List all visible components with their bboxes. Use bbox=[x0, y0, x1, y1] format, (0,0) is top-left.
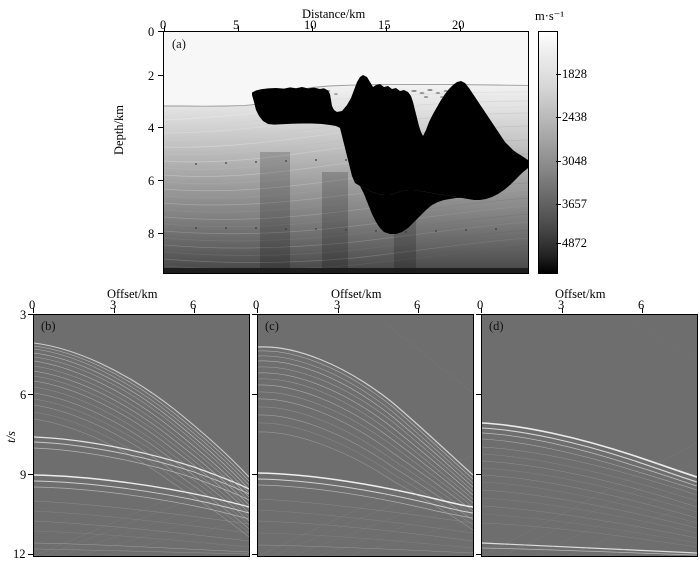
panel-a-xtick-mark bbox=[312, 26, 313, 31]
colorbar-tick-2438: 2438 bbox=[562, 109, 587, 124]
panel-a-xtick-15: 15 bbox=[378, 18, 391, 32]
colorbar-tick-3657: 3657 bbox=[562, 196, 587, 211]
seismic-gather-d bbox=[481, 314, 698, 557]
panel-c-xtick-mark bbox=[418, 308, 419, 313]
panel-a-ytick-mark bbox=[158, 180, 163, 181]
seismic-gather-c bbox=[257, 314, 474, 557]
colorbar-tick-mark bbox=[556, 74, 561, 75]
panel-b-ytick-6: 6 bbox=[20, 388, 27, 402]
velocity-model-plot bbox=[163, 31, 529, 274]
panel-c-xtick-mark bbox=[338, 308, 339, 313]
panel-a-ytick-mark bbox=[158, 233, 163, 234]
colorbar-tick-mark bbox=[556, 117, 561, 118]
panel-a-xaxis-title: Distance/km bbox=[302, 7, 366, 21]
panel-a-yaxis-title: Depth/km bbox=[111, 105, 126, 155]
panel-b-xtick-3: 3 bbox=[110, 298, 117, 312]
panel-d-xtick-3: 3 bbox=[558, 298, 565, 312]
colorbar-tick-mark bbox=[556, 204, 561, 205]
panel-a-xtick-mark bbox=[460, 26, 461, 31]
colorbar-unit-label: m·s⁻¹ bbox=[535, 9, 565, 23]
panel-a-ytick-mark bbox=[158, 75, 163, 76]
panel-b-ytick-12: 12 bbox=[13, 547, 26, 561]
panel-b-ytick-9: 9 bbox=[20, 468, 27, 482]
velocity-colorbar bbox=[538, 31, 558, 274]
panel-d-tag: (d) bbox=[489, 319, 504, 333]
panel-a-xtick-5: 5 bbox=[233, 18, 240, 32]
panel-d-xtick-0: 0 bbox=[477, 298, 484, 312]
panel-c-ytick-mark bbox=[252, 474, 257, 475]
panel-a-tag: (a) bbox=[172, 37, 186, 51]
panel-c-xtick-0: 0 bbox=[253, 298, 260, 312]
panel-b-ytick-3: 3 bbox=[20, 308, 27, 322]
colorbar-tick-4872: 4872 bbox=[562, 235, 587, 250]
panel-b-ytick-mark bbox=[28, 554, 33, 555]
panel-d-xtick-mark bbox=[642, 308, 643, 313]
gather-c-svg bbox=[258, 315, 473, 556]
panel-b-xtick-mark bbox=[114, 308, 115, 313]
panel-b-tag: (b) bbox=[41, 319, 56, 333]
panel-a-xtick-mark bbox=[164, 26, 165, 31]
panel-c-ytick-mark bbox=[252, 314, 257, 315]
colorbar-tick-1828: 1828 bbox=[562, 66, 587, 81]
panel-d-ytick-mark bbox=[476, 314, 481, 315]
panel-c-xtick-3: 3 bbox=[334, 298, 341, 312]
panel-a-xtick-20: 20 bbox=[452, 18, 465, 32]
panel-d-xtick-mark bbox=[481, 308, 482, 313]
panel-a-ytick-mark bbox=[158, 31, 163, 32]
panel-b-ytick-mark bbox=[28, 314, 33, 315]
panel-d-xtick-mark bbox=[562, 308, 563, 313]
panel-d-xtick-6: 6 bbox=[638, 298, 645, 312]
panel-d-ytick-mark bbox=[476, 394, 481, 395]
panel-a-ytick-mark bbox=[158, 127, 163, 128]
panel-c-ytick-mark bbox=[252, 554, 257, 555]
panel-b-xtick-0: 0 bbox=[29, 298, 36, 312]
colorbar-tick-mark bbox=[556, 243, 561, 244]
panel-b-yaxis-title-text: t/s bbox=[3, 431, 18, 443]
panel-c-xtick-mark bbox=[257, 308, 258, 313]
panel-c-tag: (c) bbox=[265, 319, 279, 333]
panel-c-xaxis-title: Offset/km bbox=[331, 287, 382, 301]
colorbar-tick-3048: 3048 bbox=[562, 153, 587, 168]
velocity-model-svg bbox=[164, 32, 528, 273]
panel-d-xaxis-title: Offset/km bbox=[555, 287, 606, 301]
panel-a-ytick-2: 2 bbox=[148, 69, 155, 83]
gather-d-svg bbox=[482, 315, 697, 556]
panel-a-xtick-10: 10 bbox=[304, 18, 317, 32]
panel-b-xtick-mark bbox=[194, 308, 195, 313]
panel-b-yaxis-title: t/s bbox=[3, 431, 18, 443]
panel-a-xtick-mark bbox=[238, 26, 239, 31]
panel-b-xtick-mark bbox=[33, 308, 34, 313]
gather-b-svg bbox=[34, 315, 249, 556]
colorbar-tick-mark bbox=[556, 161, 561, 162]
panel-a-ytick-0: 0 bbox=[148, 25, 155, 39]
panel-a-xtick-mark bbox=[386, 26, 387, 31]
panel-b-ytick-mark bbox=[28, 474, 33, 475]
panel-b-xtick-6: 6 bbox=[190, 298, 197, 312]
seismic-gather-b bbox=[33, 314, 250, 557]
panel-d-ytick-mark bbox=[476, 474, 481, 475]
panel-c-ytick-mark bbox=[252, 394, 257, 395]
panel-a-ytick-4: 4 bbox=[148, 121, 155, 135]
panel-a-ytick-6: 6 bbox=[148, 174, 155, 188]
panel-b-xaxis-title: Offset/km bbox=[107, 287, 158, 301]
panel-c-xtick-6: 6 bbox=[414, 298, 421, 312]
panel-a-ytick-8: 8 bbox=[148, 227, 155, 241]
panel-a-xtick-0: 0 bbox=[160, 18, 167, 32]
panel-b-ytick-mark bbox=[28, 394, 33, 395]
panel-d-ytick-mark bbox=[476, 554, 481, 555]
